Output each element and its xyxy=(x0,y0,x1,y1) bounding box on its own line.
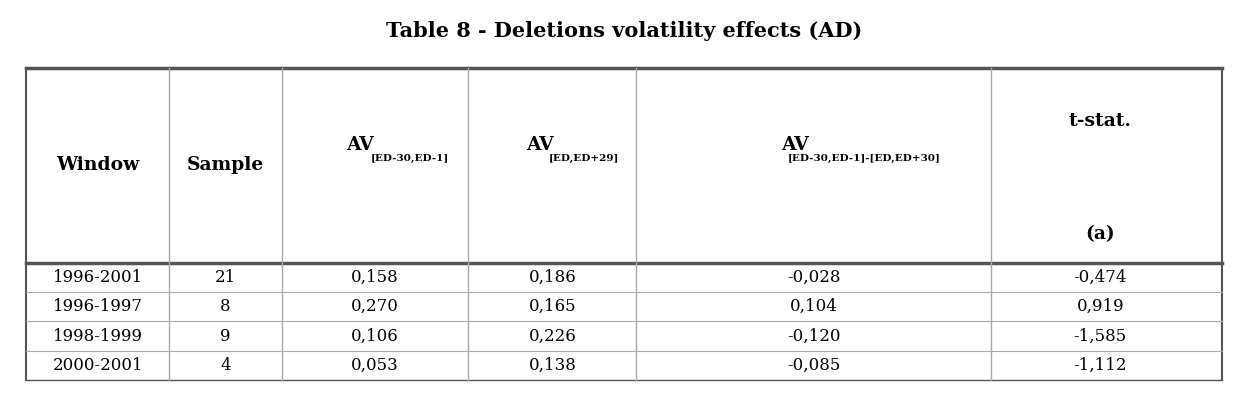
Text: 0,106: 0,106 xyxy=(351,327,399,345)
Text: t-stat.: t-stat. xyxy=(1068,112,1132,130)
Text: 1996-2001: 1996-2001 xyxy=(52,269,144,286)
Text: 0,186: 0,186 xyxy=(528,269,577,286)
Text: Window: Window xyxy=(56,156,140,174)
Text: -0,120: -0,120 xyxy=(787,327,841,345)
Text: 0,138: 0,138 xyxy=(528,357,577,374)
Text: 2000-2001: 2000-2001 xyxy=(52,357,144,374)
Text: -0,028: -0,028 xyxy=(787,269,841,286)
Text: -1,585: -1,585 xyxy=(1073,327,1127,345)
Text: 0,104: 0,104 xyxy=(790,298,837,315)
Text: -0,085: -0,085 xyxy=(787,357,841,374)
Text: Table 8 - Deletions volatility effects (AD): Table 8 - Deletions volatility effects (… xyxy=(386,21,862,41)
Text: 1998-1999: 1998-1999 xyxy=(52,327,142,345)
Text: (a): (a) xyxy=(1086,226,1116,243)
Text: AV: AV xyxy=(781,136,809,154)
Text: 0,270: 0,270 xyxy=(351,298,399,315)
Text: 4: 4 xyxy=(220,357,231,374)
Text: 0,053: 0,053 xyxy=(351,357,399,374)
Text: AV: AV xyxy=(527,136,554,154)
Text: AV: AV xyxy=(346,136,374,154)
Text: 0,158: 0,158 xyxy=(351,269,399,286)
Text: 8: 8 xyxy=(220,298,231,315)
Text: -1,112: -1,112 xyxy=(1073,357,1127,374)
Text: 0,919: 0,919 xyxy=(1077,298,1124,315)
Text: [ED-30,ED-1]-[ED,ED+30]: [ED-30,ED-1]-[ED,ED+30] xyxy=(787,154,940,163)
Text: 0,226: 0,226 xyxy=(528,327,577,345)
Text: [ED,ED+29]: [ED,ED+29] xyxy=(548,154,619,163)
Text: [ED-30,ED-1]: [ED-30,ED-1] xyxy=(371,154,449,163)
Text: -0,474: -0,474 xyxy=(1073,269,1127,286)
Text: 21: 21 xyxy=(215,269,236,286)
Text: 9: 9 xyxy=(221,327,231,345)
Text: 0,165: 0,165 xyxy=(529,298,577,315)
Text: Sample: Sample xyxy=(187,156,265,174)
Text: 1996-1997: 1996-1997 xyxy=(52,298,142,315)
